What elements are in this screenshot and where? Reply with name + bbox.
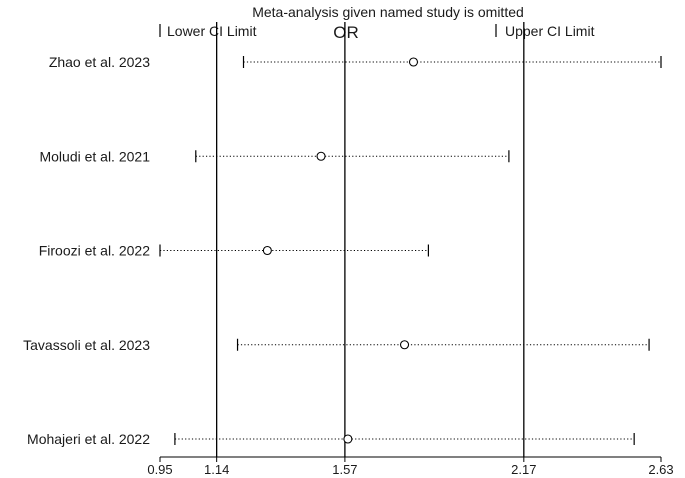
study-label: Moludi et al. 2021 [39,148,150,164]
legend-center-label: OR [333,23,359,42]
x-tick-label: 2.63 [648,462,673,477]
or-point [316,151,326,161]
legend-lower-label: Lower CI Limit [167,23,257,39]
or-point [343,434,353,444]
study-label: Mohajeri et al. 2022 [27,431,150,447]
chart-title: Meta-analysis given named study is omitt… [252,4,524,20]
x-axis-ticks: 0.95 1.14 1.57 2.17 2.63 [147,457,674,477]
study-label: Firoozi et al. 2022 [39,243,150,259]
x-tick-label: 1.14 [204,462,229,477]
or-point [399,340,410,350]
study-row: Firoozi et al. 2022 [39,243,429,259]
x-tick-label: 2.17 [511,462,536,477]
study-label: Tavassoli et al. 2023 [23,337,150,353]
legend: Lower CI Limit OR Upper CI Limit [159,23,595,42]
x-tick-label: 1.57 [332,462,357,477]
study-label: Zhao et al. 2023 [49,54,150,70]
x-tick-label: 0.95 [147,462,172,477]
study-rows: Zhao et al. 2023 Moludi et al. 2021 Firooz… [23,54,662,447]
or-point [262,245,272,256]
or-point [408,57,419,67]
study-row: Moludi et al. 2021 [39,148,510,164]
study-row: Tavassoli et al. 2023 [23,337,650,353]
study-row: Mohajeri et al. 2022 [27,431,635,447]
study-row: Zhao et al. 2023 [49,54,662,70]
reference-lines [216,22,525,457]
legend-upper-label: Upper CI Limit [505,23,595,39]
